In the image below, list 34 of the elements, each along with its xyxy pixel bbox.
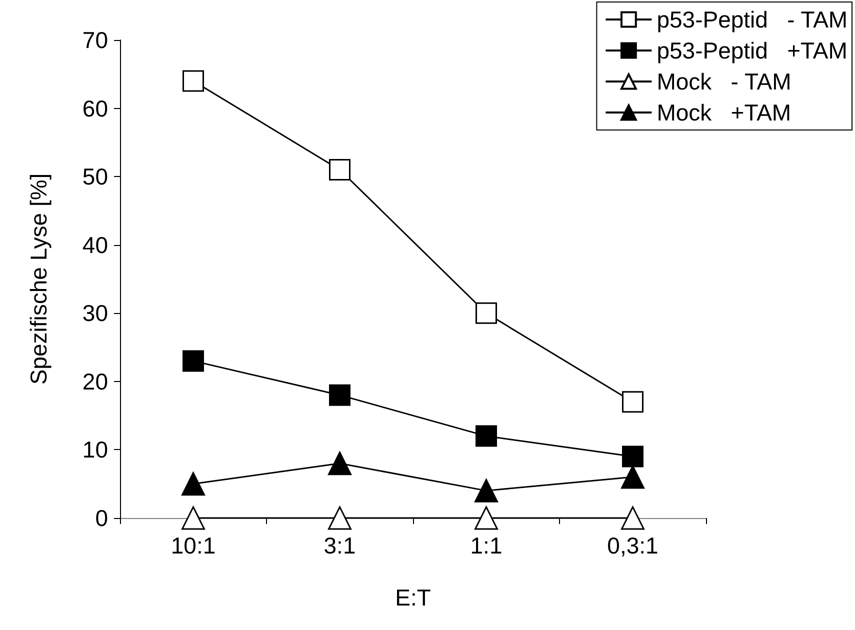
point — [622, 391, 644, 413]
y-axis-title: Spezifische Lyse [%] — [26, 173, 52, 385]
legend-label: Mock - TAM — [656, 68, 792, 94]
point — [182, 472, 205, 496]
point — [328, 506, 352, 530]
point — [182, 506, 205, 530]
y-tick-label: 40 — [82, 232, 108, 258]
legend-label: Mock +TAM — [656, 100, 792, 126]
point — [622, 446, 644, 468]
y-tick-label: 30 — [82, 300, 108, 326]
x-tick-label: 10:1 — [170, 532, 216, 558]
point — [474, 478, 498, 502]
x-axis-title: E:T — [395, 584, 431, 610]
point — [476, 302, 497, 324]
y-tick-label: 70 — [82, 27, 108, 53]
y-tick-label: 60 — [82, 95, 108, 122]
point — [621, 506, 644, 530]
x-tick-label: 3:1 — [324, 532, 356, 558]
x-tick-label: 1:1 — [470, 532, 502, 558]
x-tick-label: 0,3:1 — [607, 532, 658, 558]
legend-label: p53-Peptid - TAM — [656, 6, 848, 32]
point — [328, 452, 352, 476]
point — [182, 70, 204, 92]
y-tick-label: 0 — [95, 505, 108, 531]
point — [476, 425, 497, 447]
point — [182, 350, 204, 372]
point — [329, 384, 350, 406]
point — [474, 506, 498, 530]
y-tick-label: 50 — [82, 164, 108, 190]
point — [621, 465, 644, 489]
legend-label: p53-Peptid +TAM — [656, 38, 848, 64]
y-tick-label: 10 — [82, 436, 108, 463]
y-tick-label: 20 — [82, 368, 108, 394]
point — [329, 158, 350, 180]
